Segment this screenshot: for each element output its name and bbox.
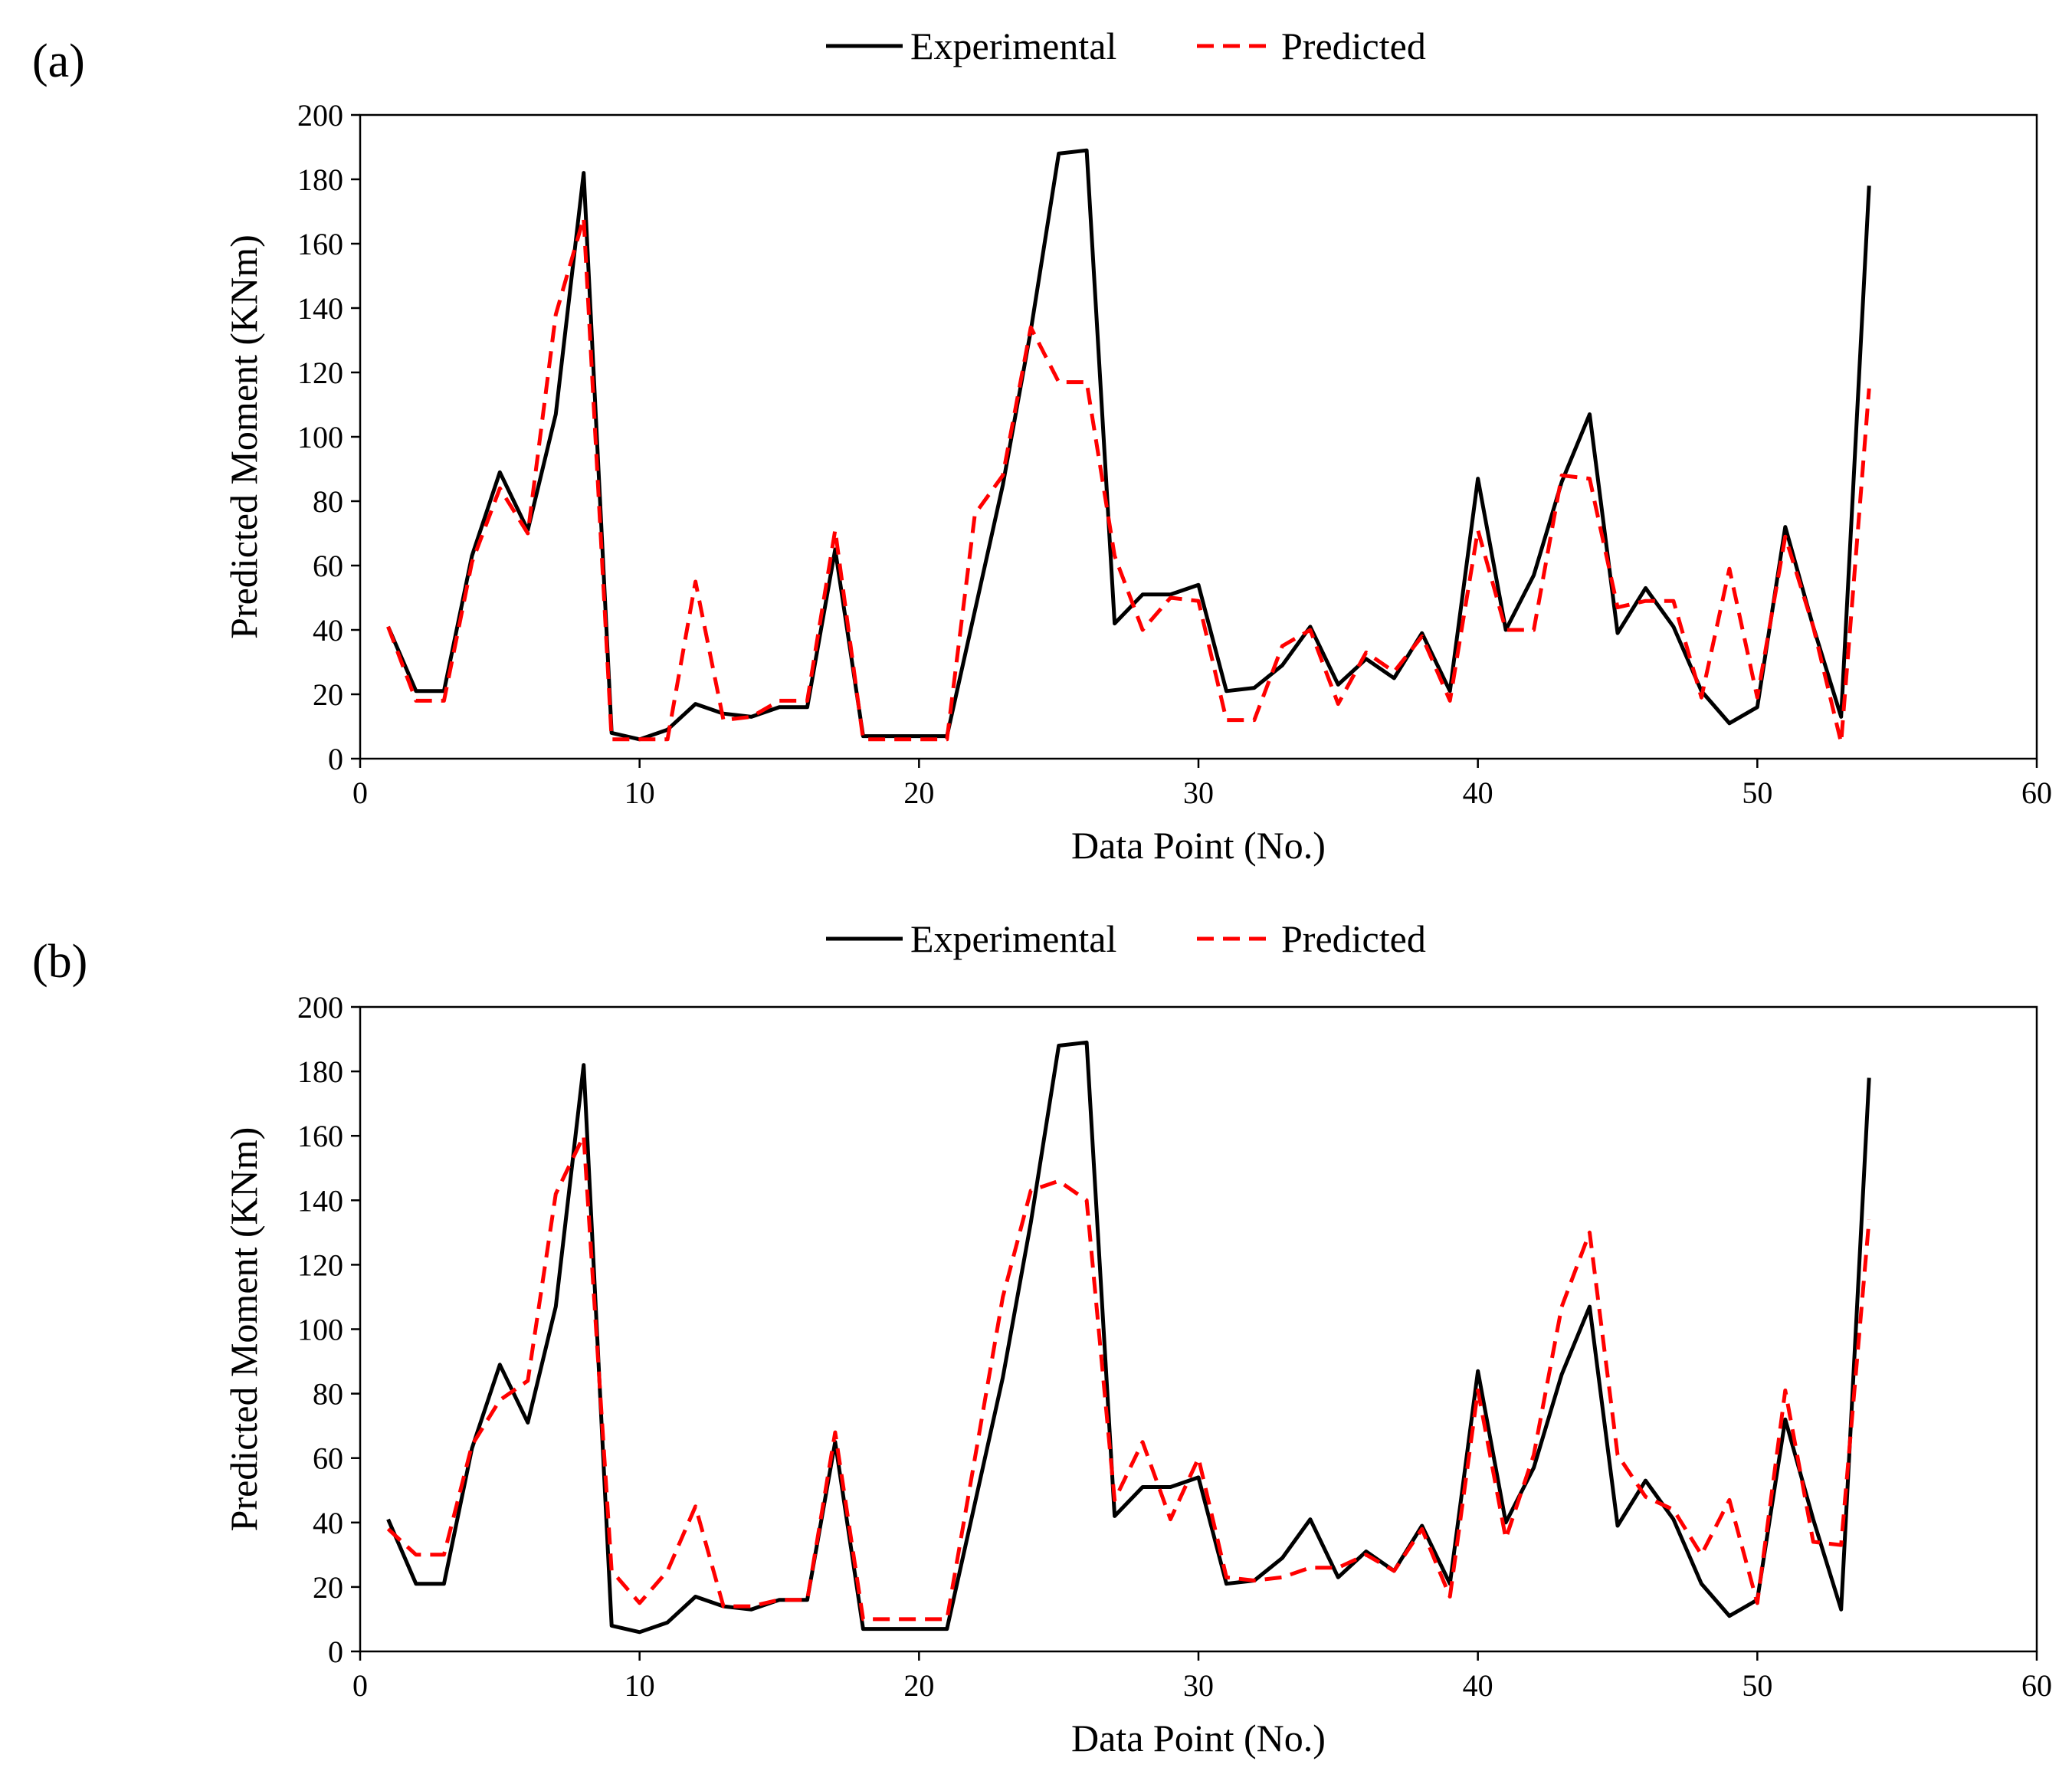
series-line-experimental	[386, 148, 1871, 742]
panel-label: (b)	[32, 936, 87, 988]
chart-panel-0: (a) Experimental Predicted0204060801001201…	[32, 25, 2052, 867]
y-tick-label: 80	[313, 1377, 343, 1412]
y-tick-label: 100	[297, 1313, 343, 1347]
legend-label-predicted: Predicted	[1281, 25, 1426, 67]
y-tick-label: 120	[297, 1248, 343, 1282]
plot-area-frame	[359, 113, 2038, 760]
series-line-predicted	[386, 1133, 1871, 1622]
y-tick-label: 40	[313, 613, 343, 648]
x-tick-label: 50	[1742, 1668, 1772, 1703]
y-tick-label: 60	[313, 1441, 343, 1476]
x-tick-label: 60	[2021, 776, 2052, 810]
y-axis-title: Predicted Moment (KNm)	[222, 1127, 265, 1532]
x-tick-label: 50	[1742, 776, 1772, 810]
y-tick-label: 20	[313, 1570, 343, 1605]
chart-panel-1: (b) Experimental Predicted0204060801001201…	[32, 917, 2052, 1759]
series-line-experimental	[386, 1040, 1871, 1635]
legend-label-experimental: Experimental	[910, 917, 1116, 960]
x-tick-label: 30	[1183, 1668, 1214, 1703]
series-line-predicted	[386, 215, 1871, 745]
y-tick-label: 60	[313, 549, 343, 583]
y-tick-label: 120	[297, 356, 343, 390]
x-tick-label: 60	[2021, 1668, 2052, 1703]
x-axis-title: Data Point (No.)	[1071, 824, 1326, 867]
x-tick-label: 40	[1463, 776, 1493, 810]
y-tick-label: 100	[297, 420, 343, 454]
y-tick-label: 140	[297, 291, 343, 326]
legend: Experimental Predicted	[826, 25, 1426, 67]
legend-label-experimental: Experimental	[910, 25, 1116, 67]
x-tick-label: 10	[625, 776, 655, 810]
legend: Experimental Predicted	[826, 917, 1426, 960]
x-tick-label: 40	[1463, 1668, 1493, 1703]
y-axis-title: Predicted Moment (KNm)	[222, 234, 265, 639]
panel-label: (a)	[32, 35, 85, 87]
y-tick-label: 0	[328, 742, 343, 776]
x-tick-label: 30	[1183, 776, 1214, 810]
legend-label-predicted: Predicted	[1281, 917, 1426, 960]
y-tick-label: 180	[297, 1054, 343, 1089]
x-tick-label: 20	[903, 1668, 934, 1703]
y-tick-label: 20	[313, 677, 343, 712]
x-tick-label: 10	[625, 1668, 655, 1703]
x-tick-label: 20	[903, 776, 934, 810]
x-tick-label: 0	[352, 776, 368, 810]
y-tick-label: 160	[297, 227, 343, 261]
x-axis-title: Data Point (No.)	[1071, 1717, 1326, 1759]
x-tick-label: 0	[352, 1668, 368, 1703]
y-tick-label: 180	[297, 162, 343, 197]
y-tick-label: 140	[297, 1183, 343, 1218]
y-tick-label: 40	[313, 1506, 343, 1540]
y-tick-label: 200	[297, 98, 343, 133]
y-tick-label: 0	[328, 1635, 343, 1669]
y-tick-label: 200	[297, 990, 343, 1025]
y-tick-label: 80	[313, 484, 343, 519]
y-tick-label: 160	[297, 1119, 343, 1153]
